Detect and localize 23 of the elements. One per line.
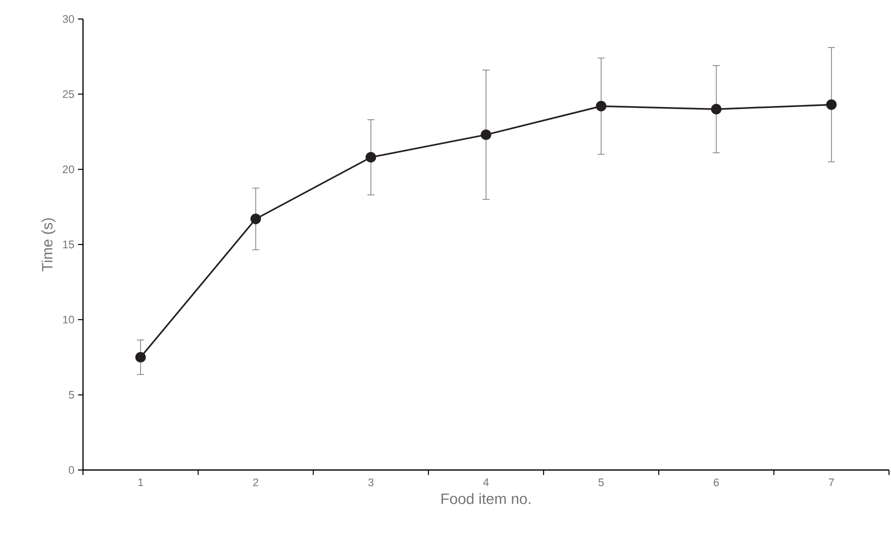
y-tick-label: 15	[63, 240, 74, 248]
x-tick-label: 2	[253, 478, 258, 486]
y-tick-label: 30	[62, 15, 74, 23]
y-tick-label: 20	[62, 165, 74, 174]
x-axis-title: Food item no.	[442, 493, 530, 504]
point	[710, 104, 722, 114]
point	[250, 214, 262, 224]
y-tick-label: 0	[68, 466, 74, 474]
point	[826, 99, 837, 110]
point	[480, 129, 492, 140]
x-tick-label: 7	[828, 478, 834, 486]
point	[135, 352, 146, 363]
y-tick-label: 5	[68, 391, 74, 399]
y-axis-title: Time (s)	[42, 218, 56, 272]
x-tick-label: 6	[714, 478, 719, 486]
x-tick-label: 1	[138, 478, 144, 486]
y-tick-label: 10	[63, 316, 74, 324]
y-tick-label: 25	[62, 90, 74, 98]
x-tick-label: 5	[598, 478, 604, 486]
point	[596, 100, 606, 112]
x-tick-label: 4	[483, 478, 489, 486]
x-tick-label: 3	[368, 478, 374, 486]
point	[366, 152, 376, 163]
